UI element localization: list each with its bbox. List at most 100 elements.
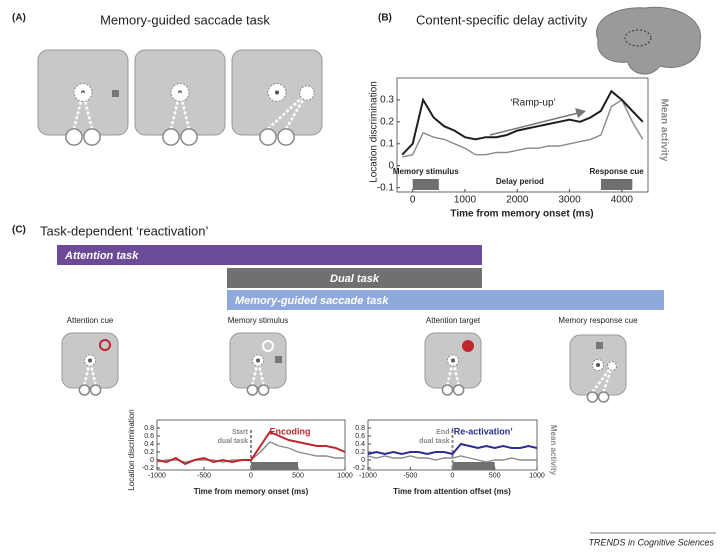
x-axis-label: Time from memory onset (ms) <box>194 487 309 496</box>
stage-label: Memory stimulus <box>228 316 288 325</box>
gaze-line <box>591 365 613 393</box>
eye <box>162 128 180 146</box>
eye <box>259 128 277 146</box>
x-axis-label: Time from attention offset (ms) <box>393 487 511 496</box>
gaze-line <box>256 360 265 386</box>
event-label: dual task <box>218 438 248 445</box>
footer: TRENDS in Cognitive Sciences <box>588 537 714 547</box>
y-tick-label: 0.8 <box>355 425 365 432</box>
task-label: Memory-guided saccade task <box>235 295 389 307</box>
eye <box>257 384 270 396</box>
fixation-dot <box>275 90 279 95</box>
x-tick-label: 1000 <box>529 472 545 479</box>
panel-label: (A) <box>12 13 26 24</box>
y-tick-label: 0.3 <box>380 95 394 106</box>
annotation: ‘Re-activation’ <box>451 426 513 436</box>
y-tick-label: 0.1 <box>380 138 394 149</box>
eye <box>246 384 259 396</box>
gaze-line <box>446 360 455 386</box>
gaze-line <box>284 92 309 130</box>
cue-ring <box>99 339 111 351</box>
panel-title: Task-dependent ‘reactivation’ <box>40 223 208 238</box>
y-tick-label: 0.6 <box>355 433 365 440</box>
period-label: Delay period <box>496 177 544 186</box>
epoch-label: Memory stimulus <box>393 167 459 176</box>
x-tick-label: -1000 <box>148 472 166 479</box>
stage-label: Attention cue <box>67 316 114 325</box>
target-square <box>596 342 603 349</box>
y-tick-label: 0 <box>150 457 154 464</box>
cue-ring <box>262 340 274 352</box>
eye <box>586 391 599 403</box>
x-tick-label: 0 <box>249 472 253 479</box>
series-line <box>401 89 644 156</box>
panel-label: (B) <box>378 13 392 24</box>
y2-axis-label: Mean activity <box>549 425 558 476</box>
y-tick-label: -0.1 <box>377 182 395 193</box>
annotation: Encoding <box>270 426 311 436</box>
target-square <box>112 90 119 97</box>
y-axis-label: Location discrimination <box>127 409 136 490</box>
gaze-line <box>169 92 182 130</box>
eye <box>452 384 465 396</box>
y-tick-label: 0.2 <box>380 116 394 127</box>
x-tick-label: 4000 <box>611 195 634 206</box>
series-line <box>367 442 538 456</box>
series-line <box>156 430 346 466</box>
eye <box>89 384 102 396</box>
ramp-arrow <box>489 112 579 136</box>
fixation-dot <box>596 363 600 367</box>
task-bar <box>57 245 482 265</box>
panel-title: Content-specific delay activity <box>416 12 588 27</box>
target-square <box>275 356 282 363</box>
stage-label: Attention target <box>426 316 481 325</box>
y-tick-label: -0.2 <box>142 465 154 472</box>
y-tick-label: 0.2 <box>144 449 154 456</box>
eye <box>277 128 295 146</box>
epoch-label: Response cue <box>590 167 645 176</box>
event-label: End <box>436 429 449 436</box>
cue-ring <box>462 340 474 352</box>
saccade-end <box>299 85 315 101</box>
saccade-end <box>607 361 617 371</box>
gaze-line <box>251 360 260 386</box>
eye <box>78 384 91 396</box>
eye <box>65 128 83 146</box>
y-tick-label: 0.4 <box>144 441 154 448</box>
task-label: Attention task <box>64 250 139 262</box>
task-bar <box>227 268 482 288</box>
gaze-line <box>72 92 85 130</box>
gaze-line <box>267 92 308 130</box>
x-tick-label: -500 <box>403 472 417 479</box>
epoch-bar <box>452 462 495 470</box>
x-tick-label: 0 <box>410 195 416 206</box>
task-label: Dual task <box>330 273 380 285</box>
epoch-bar <box>251 462 298 470</box>
y-axis-label: Location discrimination <box>369 81 380 183</box>
gaze-line <box>81 92 94 130</box>
epoch-bar <box>600 179 633 190</box>
gaze-line <box>83 360 92 386</box>
x-axis-label: Time from memory onset (ms) <box>450 209 593 220</box>
stage-label: Memory response cue <box>558 316 638 325</box>
eye <box>597 391 610 403</box>
brain-icon <box>596 6 701 75</box>
y-tick-label: -0.2 <box>353 465 365 472</box>
gaze-line <box>88 360 97 386</box>
eye <box>180 128 198 146</box>
task-bar <box>227 290 664 310</box>
x-tick-label: 0 <box>451 472 455 479</box>
panel-label: (C) <box>12 225 26 236</box>
event-label: Start <box>232 429 249 436</box>
y-tick-label: 0 <box>388 160 394 171</box>
y-tick-label: 0.4 <box>355 441 365 448</box>
panel-title: Memory-guided saccade task <box>100 12 270 27</box>
event-label: dual task <box>419 438 449 445</box>
x-tick-label: -500 <box>197 472 211 479</box>
plot-frame <box>396 77 649 193</box>
ramp-arrowhead <box>575 108 586 118</box>
annotation: ‘Ramp-up’ <box>510 98 556 109</box>
x-tick-label: 2000 <box>506 195 529 206</box>
